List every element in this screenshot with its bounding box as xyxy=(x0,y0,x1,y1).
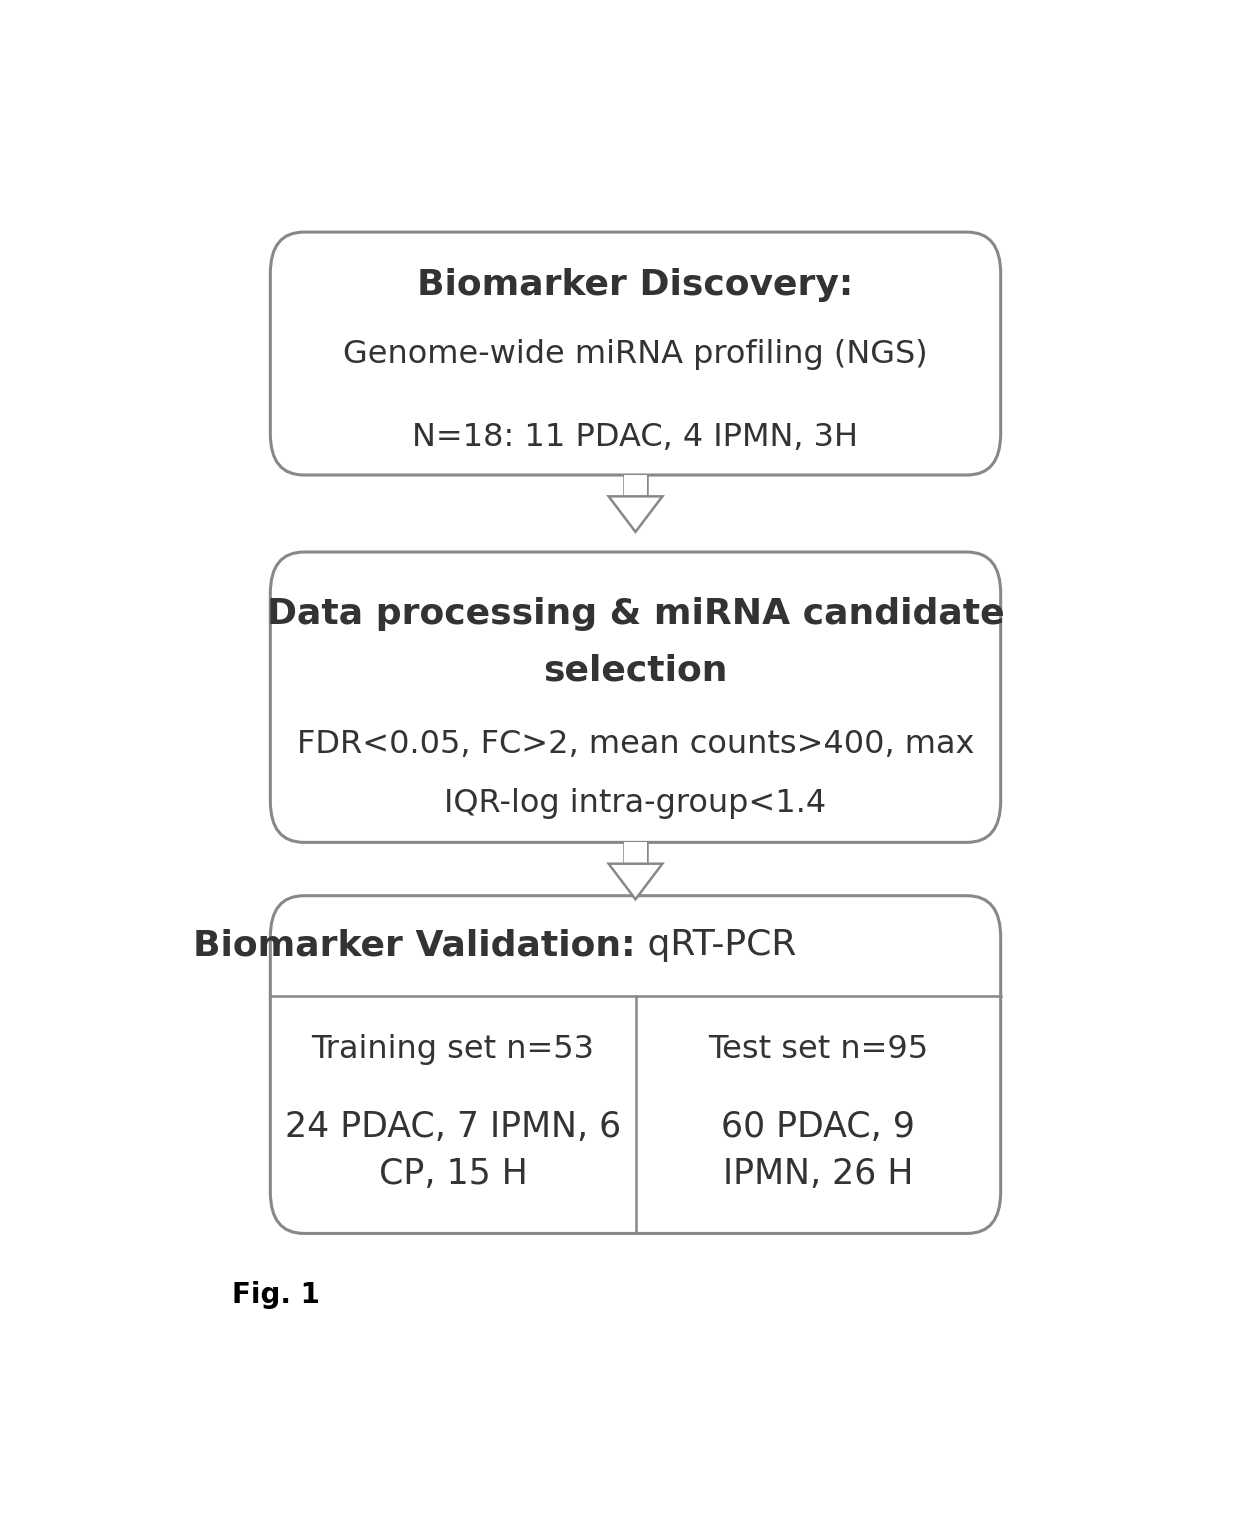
Text: Genome-wide miRNA profiling (NGS): Genome-wide miRNA profiling (NGS) xyxy=(343,339,928,369)
Text: selection: selection xyxy=(543,654,728,688)
Text: Data processing & miRNA candidate: Data processing & miRNA candidate xyxy=(267,597,1004,631)
Polygon shape xyxy=(609,497,662,532)
FancyBboxPatch shape xyxy=(270,896,1001,1233)
Text: IQR-log intra-group<1.4: IQR-log intra-group<1.4 xyxy=(444,788,827,819)
Text: Biomarker Discovery:: Biomarker Discovery: xyxy=(418,268,853,302)
Text: 24 PDAC, 7 IPMN, 6
CP, 15 H: 24 PDAC, 7 IPMN, 6 CP, 15 H xyxy=(285,1110,621,1191)
Text: Test set n=95: Test set n=95 xyxy=(708,1034,929,1065)
Text: Training set n=53: Training set n=53 xyxy=(311,1034,594,1065)
Text: Fig. 1: Fig. 1 xyxy=(232,1280,320,1310)
Text: Biomarker Validation:: Biomarker Validation: xyxy=(193,928,635,962)
Text: N=18: 11 PDAC, 4 IPMN, 3H: N=18: 11 PDAC, 4 IPMN, 3H xyxy=(413,422,858,452)
Polygon shape xyxy=(624,476,647,502)
Text: FDR<0.05, FC>2, mean counts>400, max: FDR<0.05, FC>2, mean counts>400, max xyxy=(296,728,975,760)
FancyBboxPatch shape xyxy=(270,553,1001,842)
Text: qRT-PCR: qRT-PCR xyxy=(635,928,796,962)
Text: 60 PDAC, 9
IPMN, 26 H: 60 PDAC, 9 IPMN, 26 H xyxy=(722,1110,915,1191)
Polygon shape xyxy=(624,842,647,870)
Polygon shape xyxy=(609,863,662,899)
FancyBboxPatch shape xyxy=(270,232,1001,476)
